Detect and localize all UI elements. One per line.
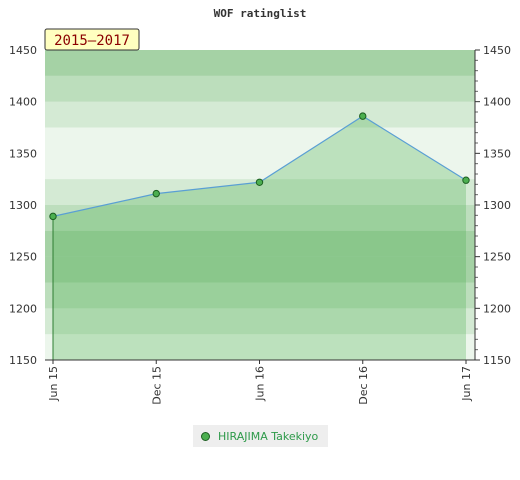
background-band	[45, 153, 475, 180]
y-tick-label-left: 1350	[9, 147, 37, 160]
period-badge: 2015–2017	[44, 28, 140, 51]
background-band	[45, 50, 475, 76]
data-point	[49, 212, 57, 221]
x-tick-label: Dec 15	[150, 366, 163, 405]
background-band	[45, 256, 475, 283]
y-tick-label-right: 1300	[483, 199, 511, 212]
data-point	[462, 176, 470, 184]
y-tick-label-right: 1450	[483, 44, 511, 57]
x-tick-label: Jun 17	[460, 366, 473, 402]
background-band	[45, 308, 475, 335]
background-band	[45, 101, 475, 128]
y-tick-label-left: 1450	[9, 44, 37, 57]
background-band	[45, 205, 475, 231]
period-badge-bg	[44, 28, 140, 51]
x-tick-label: Dec 16	[357, 366, 370, 405]
y-tick-label-left: 1400	[9, 96, 37, 109]
y-tick-label-right: 1250	[483, 251, 511, 264]
legend-series-name: HIRAJIMA Takekiyo	[218, 429, 319, 443]
y-tick-label-left: 1300	[9, 199, 37, 212]
background-bands	[45, 50, 475, 360]
legend: HIRAJIMA Takekiyo	[193, 425, 328, 447]
y-tick-label-left: 1150	[9, 354, 37, 367]
background-band	[45, 230, 475, 257]
x-tick-label: Jun 16	[254, 366, 267, 402]
chart-title: WOF ratinglist	[214, 7, 307, 20]
data-point	[255, 178, 264, 186]
period-label: 2015–2017	[54, 33, 130, 49]
background-band	[45, 282, 475, 309]
y-tick-label-right: 1400	[483, 96, 511, 109]
y-tick-label-right: 1150	[483, 354, 511, 367]
y-tick-label-left: 1250	[9, 251, 37, 264]
y-tick-label-left: 1200	[9, 302, 37, 315]
axes: 1150 1150 1200 1200 1250 1250 1300 1300 1350 1350…	[9, 44, 511, 405]
legend-marker-icon	[201, 431, 210, 441]
background-band	[45, 127, 475, 154]
data-points	[49, 112, 470, 221]
y-tick-label-right: 1200	[483, 302, 511, 315]
background-band	[45, 75, 475, 102]
background-band	[45, 334, 475, 360]
y-tick-label-right: 1350	[483, 147, 511, 160]
data-point	[152, 189, 160, 198]
x-tick-label: Jun 15	[47, 366, 60, 402]
series-area	[53, 116, 466, 360]
data-point	[359, 112, 367, 120]
